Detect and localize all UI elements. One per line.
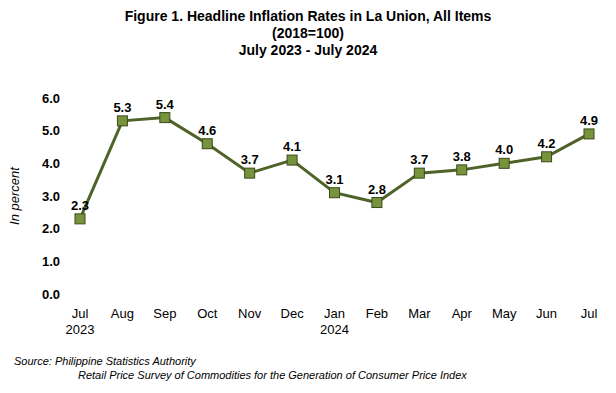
- svg-text:Apr: Apr: [452, 306, 473, 321]
- svg-text:3.7: 3.7: [410, 152, 428, 167]
- svg-text:2.3: 2.3: [71, 198, 89, 213]
- svg-text:2.8: 2.8: [368, 182, 386, 197]
- html-text:Source: Philippine Statistics: Source: Philippine Statistics Authority: [14, 355, 196, 367]
- svg-text:4.6: 4.6: [198, 123, 216, 138]
- svg-text:May: May: [492, 306, 517, 321]
- html-text:Retail Price Survey of Commodi: Retail Price Survey of Commodities for t…: [78, 369, 467, 381]
- svg-text:Jul2023: Jul2023: [66, 306, 95, 334]
- svg-text:Oct: Oct: [197, 306, 218, 321]
- svg-text:3.0: 3.0: [42, 189, 60, 204]
- svg-text:Dec: Dec: [281, 306, 305, 321]
- svg-text:In percent: In percent: [8, 166, 22, 225]
- svg-text:3.8: 3.8: [453, 149, 471, 164]
- svg-text:Jul: Jul: [581, 306, 598, 321]
- svg-text:4.1: 4.1: [283, 139, 301, 154]
- svg-text:Aug: Aug: [111, 306, 134, 321]
- svg-text:4.2: 4.2: [538, 136, 556, 151]
- svg-text:Jan2024: Jan2024: [320, 306, 349, 334]
- svg-text:Feb: Feb: [366, 306, 388, 321]
- svg-text:0.0: 0.0: [42, 287, 60, 302]
- svg-text:5.3: 5.3: [113, 100, 131, 115]
- html-text:Figure 1. Headline Inflation R: Figure 1. Headline Inflation Rates in La…: [124, 8, 492, 24]
- svg-text:Mar: Mar: [408, 306, 431, 321]
- svg-text:1.0: 1.0: [42, 254, 60, 269]
- svg-text:Nov: Nov: [238, 306, 262, 321]
- svg-text:4.0: 4.0: [42, 156, 60, 171]
- svg-text:3.7: 3.7: [241, 152, 259, 167]
- svg-text:3.1: 3.1: [325, 172, 343, 187]
- svg-text:5.4: 5.4: [156, 97, 175, 112]
- svg-text:4.0: 4.0: [495, 142, 513, 157]
- svg-text:6.0: 6.0: [42, 91, 60, 106]
- svg-text:5.0: 5.0: [42, 123, 60, 138]
- html-text:(2018=100): (2018=100): [272, 25, 344, 41]
- svg-text:Jun: Jun: [536, 306, 557, 321]
- svg-text:Sep: Sep: [153, 306, 176, 321]
- svg-text:2.0: 2.0: [42, 221, 60, 236]
- html-text:July 2023 - July 2024: July 2023 - July 2024: [238, 42, 378, 58]
- svg-text:4.9: 4.9: [580, 113, 598, 128]
